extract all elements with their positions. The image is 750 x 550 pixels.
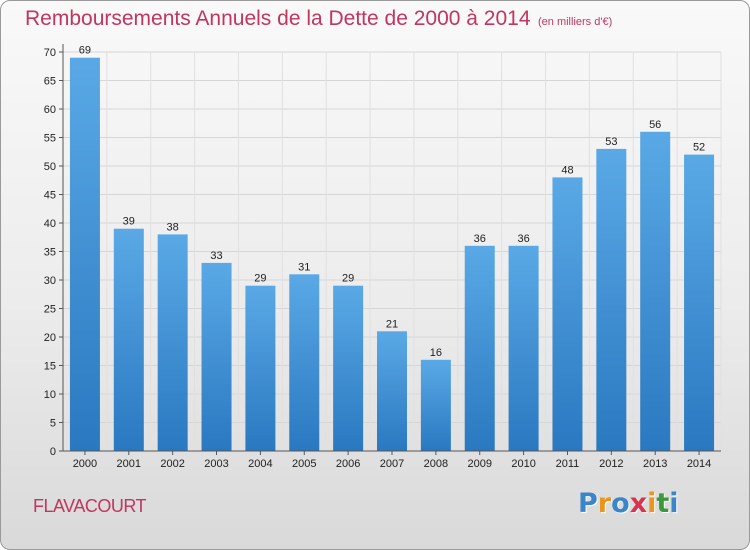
bar-2006 xyxy=(333,285,364,451)
bar-2005 xyxy=(289,274,320,451)
bar-2008 xyxy=(420,359,451,451)
y-tick-label: 30 xyxy=(44,275,56,287)
x-tick-label: 2007 xyxy=(380,458,404,470)
data-label: 33 xyxy=(210,250,222,262)
logo-letter: i xyxy=(647,488,657,519)
y-tick-label: 25 xyxy=(44,304,56,316)
bar-2011 xyxy=(552,177,583,451)
bar-2004 xyxy=(245,285,276,451)
data-label: 29 xyxy=(254,273,266,285)
bar-2012 xyxy=(596,148,627,451)
y-tick-label: 50 xyxy=(44,161,56,173)
data-label: 48 xyxy=(561,164,573,176)
x-tick-label: 2005 xyxy=(292,458,316,470)
x-tick-label: 2012 xyxy=(599,458,623,470)
bar-2013 xyxy=(640,131,671,452)
logo-letter: t xyxy=(656,488,670,519)
data-label: 69 xyxy=(79,45,91,57)
x-tick-label: 2011 xyxy=(556,458,580,470)
bar-2003 xyxy=(201,262,232,451)
data-label: 36 xyxy=(517,233,529,245)
y-tick-label: 40 xyxy=(44,218,56,230)
y-tick-label: 65 xyxy=(44,76,56,88)
y-tick-label: 0 xyxy=(50,446,56,458)
data-label: 38 xyxy=(167,221,179,233)
bar-2007 xyxy=(377,331,407,451)
logo-letter: r xyxy=(597,488,612,519)
y-tick-label: 15 xyxy=(44,361,56,373)
x-tick-label: 2010 xyxy=(511,458,535,470)
bar-2014 xyxy=(684,154,715,451)
data-label: 29 xyxy=(342,273,354,285)
chart-subtitle: (en milliers d'€) xyxy=(538,16,613,28)
logo-letter: o xyxy=(611,488,630,519)
data-label: 52 xyxy=(693,142,705,154)
data-label: 56 xyxy=(649,119,661,131)
data-label: 36 xyxy=(474,233,486,245)
data-label: 21 xyxy=(386,318,398,330)
y-tick-label: 60 xyxy=(44,104,56,116)
x-tick-label: 2009 xyxy=(467,458,491,470)
commune-name: FLAVACOURT xyxy=(33,496,147,516)
x-tick-label: 2002 xyxy=(160,458,184,470)
logo-letter: x xyxy=(629,488,648,519)
y-tick-label: 70 xyxy=(44,47,56,59)
x-tick-label: 2003 xyxy=(204,458,228,470)
proxiti-logo: Proxiti xyxy=(578,488,679,519)
data-label: 16 xyxy=(430,347,442,359)
data-label: 31 xyxy=(298,261,310,273)
logo-letter: i xyxy=(669,488,679,519)
labels: 0 5 10 15 20 25 30 35 40 45 50 55 60 65 70 69 2000 39 2001… xyxy=(44,45,712,470)
axes xyxy=(59,44,721,455)
x-tick-label: 2014 xyxy=(687,458,711,470)
y-tick-label: 10 xyxy=(44,389,56,401)
x-tick-label: 2013 xyxy=(643,458,667,470)
data-label: 39 xyxy=(123,216,135,228)
bar-2000 xyxy=(69,57,100,451)
y-tick-label: 5 xyxy=(50,418,56,430)
x-tick-label: 2000 xyxy=(73,458,97,470)
logo-letter: P xyxy=(578,488,598,519)
x-tick-label: 2008 xyxy=(424,458,448,470)
x-tick-label: 2004 xyxy=(248,458,272,470)
y-tick-label: 35 xyxy=(44,247,56,259)
bar-2001 xyxy=(113,228,144,451)
y-tick-label: 55 xyxy=(44,133,56,145)
bar-2010 xyxy=(508,245,539,451)
x-tick-label: 2001 xyxy=(117,458,141,470)
x-tick-label: 2006 xyxy=(336,458,360,470)
bar-2002 xyxy=(157,234,188,451)
bar-2009 xyxy=(464,245,495,451)
bars xyxy=(69,57,715,452)
y-tick-label: 20 xyxy=(44,332,56,344)
data-label: 53 xyxy=(605,136,617,148)
y-tick-label: 45 xyxy=(44,190,56,202)
chart-title: Remboursements Annuels de la Dette de 20… xyxy=(25,7,531,30)
